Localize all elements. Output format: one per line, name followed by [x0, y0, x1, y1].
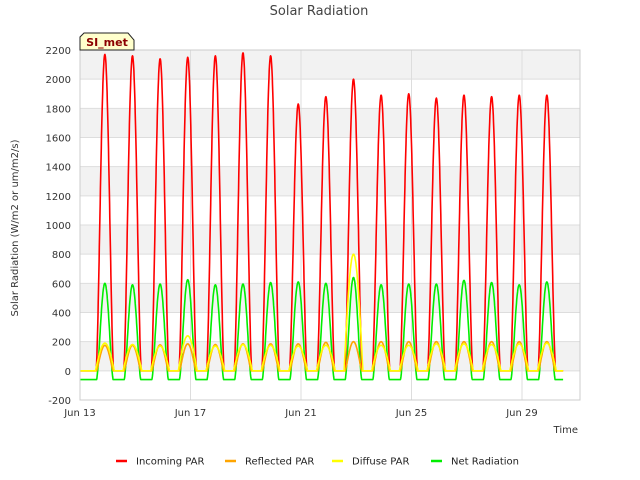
plot-band	[80, 108, 580, 138]
x-tick-label: Jun 25	[395, 408, 428, 419]
site-badge: SI_met	[79, 32, 135, 51]
y-tick-label: 2000	[46, 75, 71, 86]
y-tick-label: 400	[52, 309, 71, 320]
site-badge-box	[79, 32, 135, 51]
x-tick-label: Jun 29	[505, 408, 538, 419]
y-tick-label: 1600	[46, 134, 71, 145]
legend: Incoming PAR Reflected PAR Diffuse PAR Net …	[116, 457, 519, 468]
y-axis-label: Solar Radiation (W/m2 or um/m2/s)	[10, 139, 21, 316]
legend-label: Reflected PAR	[245, 457, 314, 468]
y-tick-label: 200	[52, 338, 71, 349]
y-tick-label: -200	[48, 396, 71, 407]
plot-band	[80, 137, 580, 167]
y-axis-ticks: -200 0 200 400 600 800 1000 1200 1400 1600 1800 200…	[46, 46, 71, 407]
plot-band	[80, 50, 580, 80]
x-tick-label: Jun 21	[284, 408, 317, 419]
x-tick-label: Jun 13	[63, 408, 96, 419]
series-line-net-radiation	[79, 276, 564, 381]
plot-band	[80, 370, 580, 400]
plot-band	[80, 283, 580, 313]
legend-label: Incoming PAR	[136, 457, 205, 468]
site-badge-label: SI_met	[86, 36, 128, 49]
legend-label: Net Radiation	[451, 457, 519, 468]
y-tick-label: 1000	[46, 221, 71, 232]
y-tick-label: 1200	[46, 192, 71, 203]
series-layer	[79, 52, 564, 381]
plot-frame	[79, 49, 581, 401]
series-line-diffuse-par	[79, 253, 564, 372]
x-axis-ticks: Jun 13 Jun 17 Jun 21 Jun 25 Jun 29	[63, 408, 538, 419]
x-axis-label: Time	[553, 425, 578, 436]
y-tick-label: 1400	[46, 163, 71, 174]
y-tick-label: 800	[52, 250, 71, 261]
y-tick-label: 0	[65, 367, 71, 378]
y-tick-label: 600	[52, 279, 71, 290]
x-tick-label: Jun 17	[174, 408, 207, 419]
y-tick-label: 1800	[46, 104, 71, 115]
y-tick-label: 2200	[46, 46, 71, 57]
legend-label: Diffuse PAR	[352, 457, 409, 468]
plot-band	[80, 79, 580, 109]
chart-title: Solar Radiation	[270, 4, 369, 19]
